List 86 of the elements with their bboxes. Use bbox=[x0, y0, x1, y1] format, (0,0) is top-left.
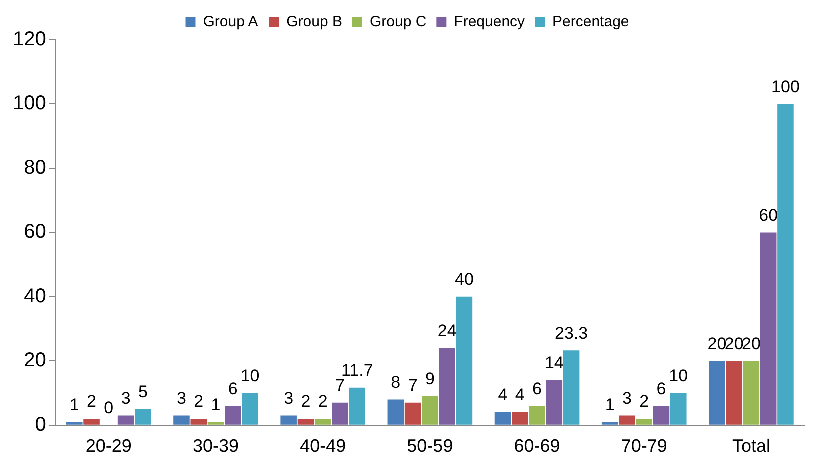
legend-label: Group C bbox=[370, 14, 427, 31]
legend-label: Percentage bbox=[552, 14, 630, 31]
data-label: 3 bbox=[121, 388, 131, 408]
bar bbox=[529, 406, 546, 425]
bar bbox=[709, 361, 726, 425]
bar bbox=[726, 361, 742, 425]
legend-label: Group B bbox=[286, 14, 342, 31]
data-label: 2 bbox=[87, 392, 97, 412]
x-tick-label: 70-79 bbox=[621, 436, 668, 456]
data-label: 6 bbox=[228, 379, 238, 398]
x-tick-label: Total bbox=[732, 436, 770, 456]
data-label: 4 bbox=[498, 386, 508, 405]
data-label: 24 bbox=[438, 322, 457, 341]
data-label: 0 bbox=[104, 398, 114, 418]
y-tick-label: 100 bbox=[12, 92, 46, 115]
data-label: 8 bbox=[391, 372, 401, 392]
bar bbox=[84, 418, 100, 425]
data-label: 23.3 bbox=[554, 324, 588, 343]
data-label: 40 bbox=[454, 270, 474, 290]
bar bbox=[653, 406, 670, 425]
y-tick-label: 40 bbox=[24, 285, 46, 308]
bar bbox=[778, 104, 794, 425]
bar bbox=[118, 416, 134, 425]
data-label: 5 bbox=[138, 382, 148, 402]
data-label: 3 bbox=[284, 388, 294, 408]
x-tick-label: 40-49 bbox=[300, 436, 346, 456]
data-label: 7 bbox=[408, 376, 418, 396]
data-label: 100 bbox=[772, 77, 800, 96]
data-label: 3 bbox=[622, 388, 632, 408]
data-label: 6 bbox=[656, 379, 666, 398]
y-tick-label: 60 bbox=[24, 221, 46, 244]
y-tick-label: 120 bbox=[12, 28, 46, 51]
data-label: 2 bbox=[640, 392, 650, 412]
bar bbox=[225, 406, 242, 425]
data-label: 60 bbox=[759, 206, 778, 225]
y-tick-label: 20 bbox=[24, 350, 46, 372]
x-tick-label: 50-59 bbox=[407, 436, 454, 456]
bar bbox=[743, 361, 760, 425]
bar bbox=[439, 348, 456, 425]
bar bbox=[602, 422, 618, 425]
data-label: 9 bbox=[425, 370, 435, 389]
data-label: 1 bbox=[211, 395, 221, 414]
legend-label: Frequency bbox=[454, 14, 526, 31]
bar bbox=[563, 350, 580, 425]
bar bbox=[190, 418, 208, 425]
x-tick-label: 60-69 bbox=[514, 436, 560, 456]
bar bbox=[332, 402, 348, 425]
data-label: 2 bbox=[301, 392, 311, 412]
bar bbox=[349, 388, 366, 425]
bar bbox=[174, 416, 190, 425]
bar bbox=[135, 409, 152, 425]
x-tick-label: 20-29 bbox=[86, 436, 132, 456]
bar bbox=[242, 393, 258, 425]
y-tick-label: 0 bbox=[35, 414, 46, 436]
data-label: 6 bbox=[532, 379, 542, 398]
data-label: 10 bbox=[669, 366, 688, 386]
bar bbox=[66, 422, 83, 425]
bar bbox=[314, 418, 332, 425]
bar bbox=[422, 396, 438, 425]
bar bbox=[619, 416, 636, 425]
data-label: 3 bbox=[177, 388, 186, 408]
data-label: 4 bbox=[515, 386, 525, 405]
data-label: 2 bbox=[318, 392, 328, 412]
data-label: 20 bbox=[742, 334, 761, 354]
bar bbox=[404, 402, 422, 425]
bar bbox=[280, 416, 297, 425]
y-tick-label: 80 bbox=[24, 156, 46, 179]
data-label: 1 bbox=[605, 395, 615, 414]
x-tick-label: 30-39 bbox=[192, 436, 240, 456]
data-label: 20 bbox=[708, 334, 727, 354]
bar bbox=[546, 380, 563, 425]
data-label: 10 bbox=[240, 366, 260, 386]
bar bbox=[512, 412, 528, 425]
data-label: 14 bbox=[544, 354, 564, 373]
bar bbox=[670, 393, 687, 425]
bar bbox=[298, 418, 314, 425]
legend-label: Group A bbox=[203, 14, 258, 31]
bar bbox=[494, 412, 512, 425]
bar bbox=[760, 232, 777, 425]
data-label: 1 bbox=[70, 395, 80, 414]
data-label: 2 bbox=[194, 392, 204, 412]
data-label: 20 bbox=[724, 334, 744, 354]
bar bbox=[388, 400, 404, 425]
bar bbox=[456, 296, 473, 425]
bar bbox=[208, 422, 224, 425]
bar bbox=[636, 418, 653, 425]
